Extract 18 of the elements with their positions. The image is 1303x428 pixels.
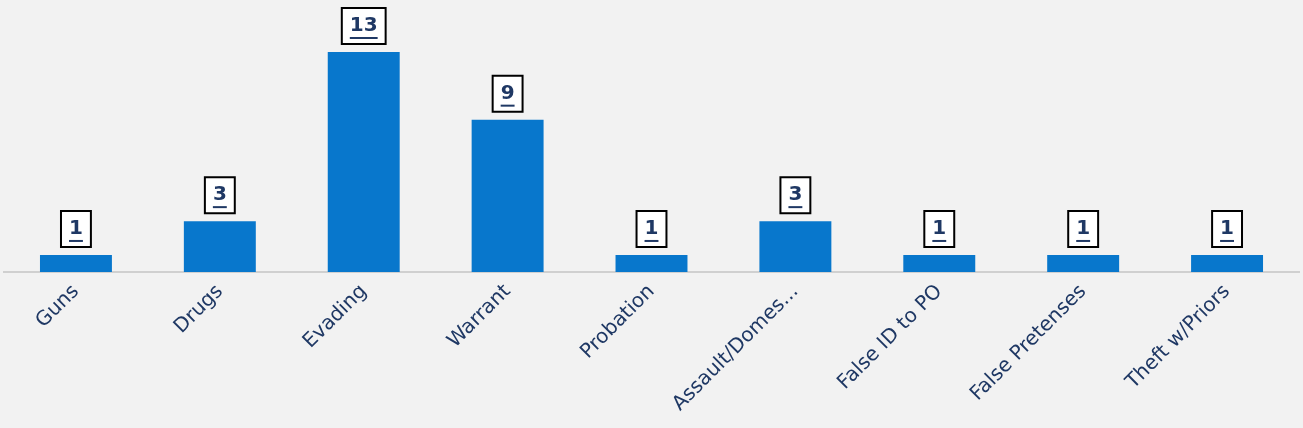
- data-label: 1: [68, 215, 83, 240]
- bar: [1047, 254, 1120, 272]
- bar: [759, 221, 832, 272]
- data-label: 1: [932, 215, 947, 240]
- bar: [903, 254, 976, 272]
- data-label: 1: [1220, 215, 1235, 240]
- data-label: 13: [349, 12, 378, 37]
- bar: [327, 52, 400, 272]
- data-label: 9: [500, 79, 515, 104]
- data-label: 1: [1076, 215, 1091, 240]
- bar: [1191, 254, 1264, 272]
- data-label: 3: [788, 181, 803, 206]
- bar: [471, 119, 544, 272]
- data-label: 3: [212, 181, 227, 206]
- bar: [39, 254, 112, 272]
- bar: [183, 221, 256, 272]
- bar: [615, 254, 688, 272]
- data-label: 1: [644, 215, 659, 240]
